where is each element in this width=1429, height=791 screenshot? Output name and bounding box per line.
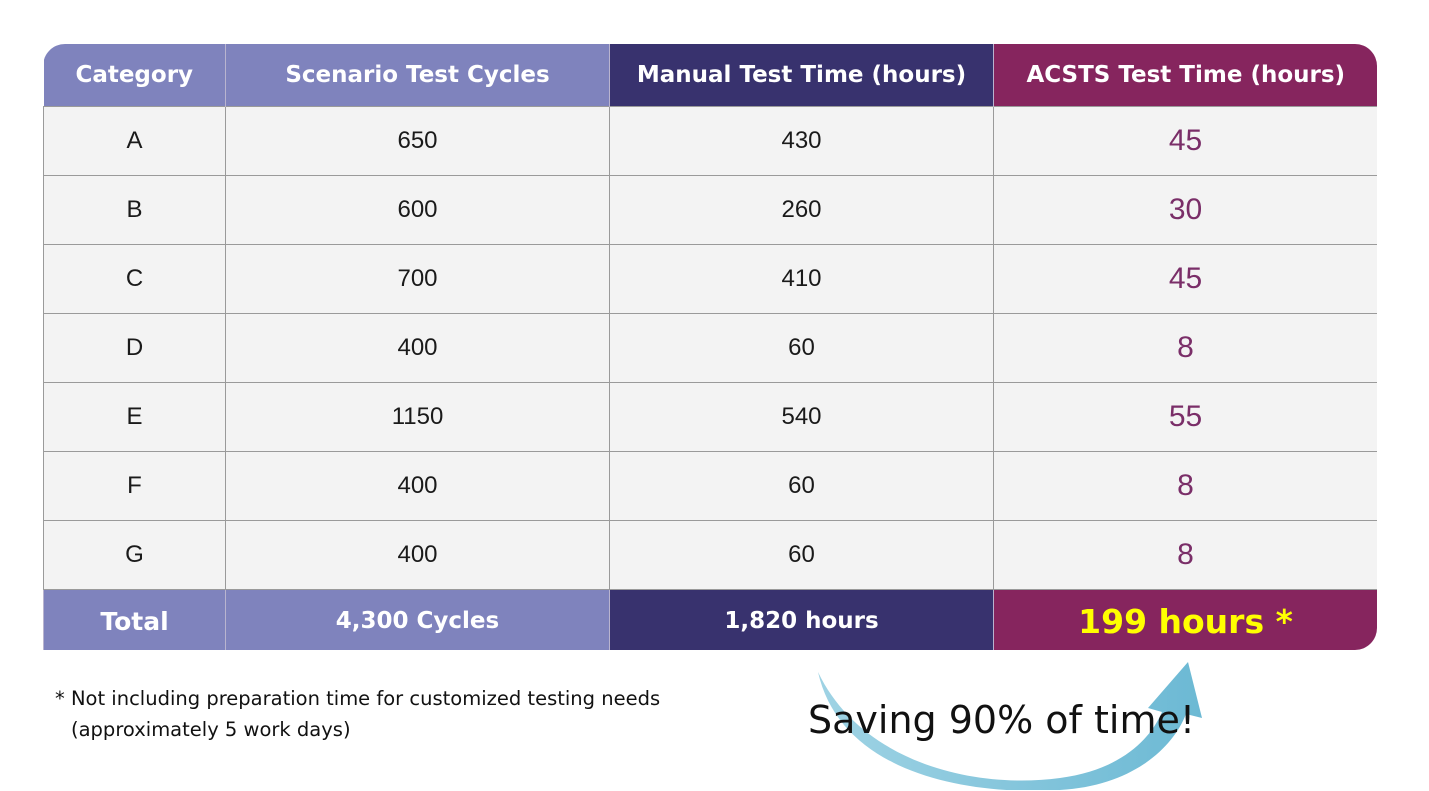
cell-category: A <box>43 106 226 176</box>
cell-manual-time: 260 <box>609 175 994 245</box>
header-row: Category Scenario Test Cycles Manual Tes… <box>43 44 1377 107</box>
table-row: F 400 60 8 <box>43 451 1377 521</box>
footnote: * Not including preparation time for cus… <box>55 683 755 745</box>
comparison-table-container: Category Scenario Test Cycles Manual Tes… <box>43 44 1377 650</box>
cell-acsts-time: 55 <box>993 382 1377 452</box>
footnote-line-2: (approximately 5 work days) <box>71 718 351 741</box>
total-test-cycles: 4,300 Cycles <box>225 589 610 650</box>
cell-acsts-time: 45 <box>993 106 1377 176</box>
cell-test-cycles: 400 <box>225 451 610 521</box>
cell-test-cycles: 400 <box>225 520 610 590</box>
cell-acsts-time: 8 <box>993 313 1377 383</box>
table-row: G 400 60 8 <box>43 520 1377 590</box>
cell-test-cycles: 1150 <box>225 382 610 452</box>
table-row: B 600 260 30 <box>43 175 1377 245</box>
total-acsts-time: 199 hours * <box>993 589 1377 650</box>
cell-test-cycles: 600 <box>225 175 610 245</box>
cell-acsts-time: 45 <box>993 244 1377 314</box>
table-row: A 650 430 45 <box>43 106 1377 176</box>
header-scenario-test-cycles: Scenario Test Cycles <box>225 44 610 107</box>
cell-category: E <box>43 382 226 452</box>
cell-acsts-time: 30 <box>993 175 1377 245</box>
cell-manual-time: 60 <box>609 520 994 590</box>
header-acsts-test-time: ACSTS Test Time (hours) <box>993 44 1377 107</box>
cell-manual-time: 60 <box>609 451 994 521</box>
cell-category: C <box>43 244 226 314</box>
table-row: C 700 410 45 <box>43 244 1377 314</box>
cell-category: D <box>43 313 226 383</box>
header-manual-test-time: Manual Test Time (hours) <box>609 44 994 107</box>
saving-callout: Saving 90% of time! <box>808 698 1196 742</box>
cell-category: G <box>43 520 226 590</box>
cell-manual-time: 540 <box>609 382 994 452</box>
cell-test-cycles: 400 <box>225 313 610 383</box>
cell-test-cycles: 650 <box>225 106 610 176</box>
cell-test-cycles: 700 <box>225 244 610 314</box>
cell-acsts-time: 8 <box>993 520 1377 590</box>
cell-acsts-time: 8 <box>993 451 1377 521</box>
cell-category: F <box>43 451 226 521</box>
comparison-table: Category Scenario Test Cycles Manual Tes… <box>43 44 1377 650</box>
header-category: Category <box>43 44 226 107</box>
cell-category: B <box>43 175 226 245</box>
table-row: D 400 60 8 <box>43 313 1377 383</box>
total-label: Total <box>43 589 226 650</box>
footnote-line-1: * Not including preparation time for cus… <box>55 687 661 710</box>
total-row: Total 4,300 Cycles 1,820 hours 199 hours… <box>43 589 1377 650</box>
cell-manual-time: 410 <box>609 244 994 314</box>
total-manual-time: 1,820 hours <box>609 589 994 650</box>
cell-manual-time: 60 <box>609 313 994 383</box>
table-row: E 1150 540 55 <box>43 382 1377 452</box>
cell-manual-time: 430 <box>609 106 994 176</box>
